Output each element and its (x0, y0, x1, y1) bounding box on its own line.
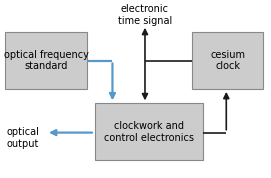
FancyBboxPatch shape (5, 32, 87, 89)
Text: electronic
time signal: electronic time signal (118, 4, 172, 26)
FancyBboxPatch shape (95, 103, 203, 160)
Text: cesium
clock: cesium clock (210, 50, 245, 71)
Text: optical frequency
standard: optical frequency standard (4, 50, 89, 71)
Text: clockwork and
control electronics: clockwork and control electronics (104, 121, 194, 143)
FancyBboxPatch shape (192, 32, 263, 89)
Text: optical
output: optical output (7, 127, 40, 149)
